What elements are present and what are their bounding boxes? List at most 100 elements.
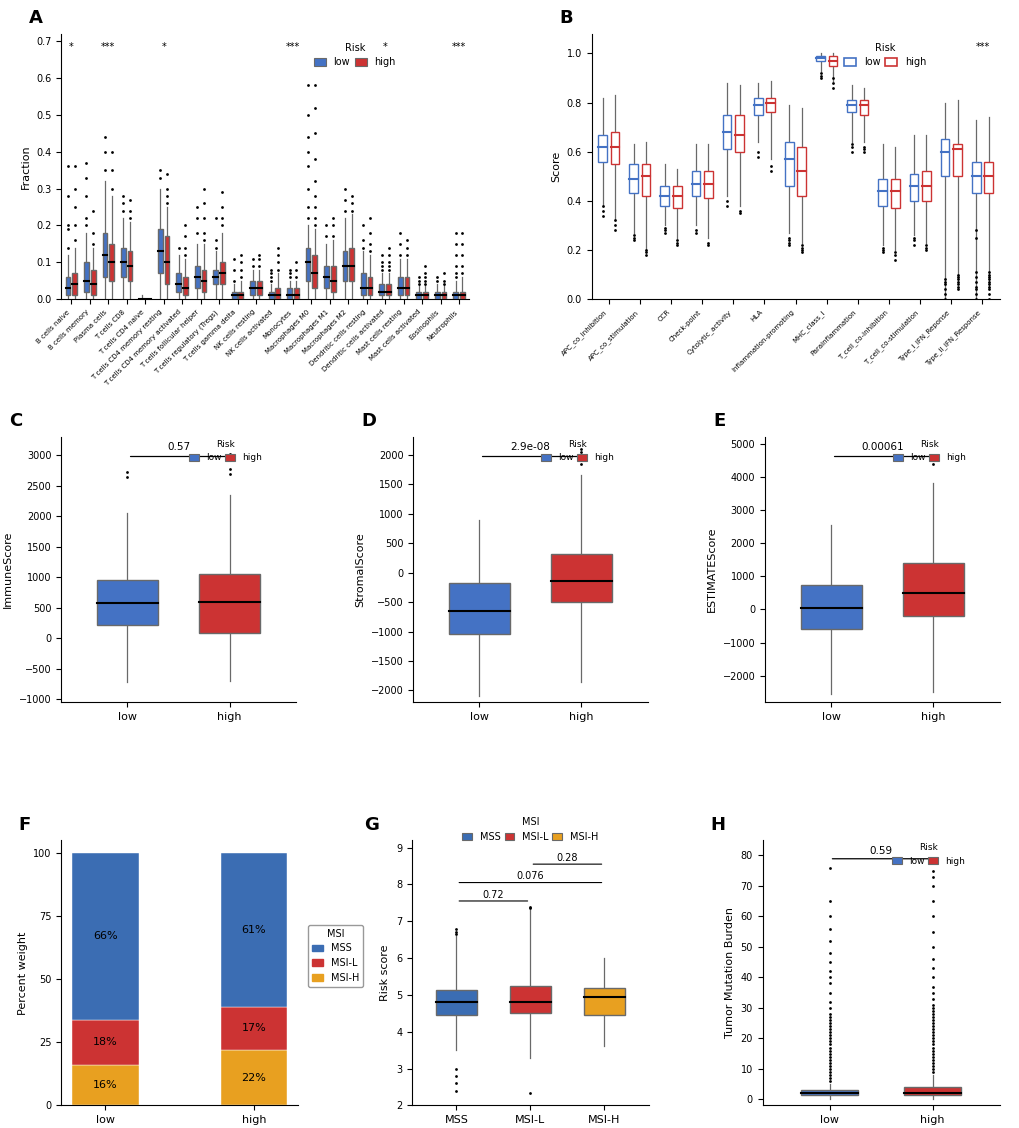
Point	[300, 106, 316, 124]
Point	[749, 148, 765, 166]
Point	[380, 253, 396, 271]
Point	[207, 231, 223, 249]
Point	[380, 261, 396, 279]
Point	[923, 978, 940, 996]
Point	[119, 468, 136, 486]
FancyBboxPatch shape	[176, 273, 181, 292]
Point	[103, 179, 119, 197]
Point	[122, 202, 139, 220]
Point	[115, 187, 131, 205]
Point	[936, 273, 953, 291]
Point	[820, 907, 837, 925]
Point	[152, 168, 168, 186]
Point	[269, 238, 285, 256]
Bar	[220, 1050, 287, 1105]
Legend: low, high: low, high	[310, 38, 399, 71]
Point	[221, 446, 237, 464]
Point	[159, 179, 175, 197]
FancyBboxPatch shape	[722, 115, 731, 149]
Point	[979, 263, 996, 281]
Point	[855, 140, 871, 158]
Point	[843, 138, 859, 156]
Text: 0.00061: 0.00061	[860, 442, 903, 452]
Point	[398, 238, 415, 256]
FancyBboxPatch shape	[847, 100, 855, 113]
FancyBboxPatch shape	[877, 178, 887, 205]
Point	[453, 246, 470, 264]
FancyBboxPatch shape	[257, 281, 262, 296]
Text: D: D	[361, 413, 376, 431]
Point	[373, 253, 389, 271]
Point	[924, 455, 941, 473]
Point	[820, 1066, 837, 1084]
Point	[923, 1026, 940, 1045]
Point	[820, 1057, 837, 1075]
Point	[923, 1057, 940, 1075]
Point	[923, 1017, 940, 1036]
Text: F: F	[18, 816, 31, 834]
Point	[731, 204, 747, 222]
FancyBboxPatch shape	[97, 580, 158, 625]
Point	[447, 223, 464, 241]
Point	[594, 202, 610, 220]
Point	[923, 867, 940, 885]
Point	[923, 1023, 940, 1041]
Point	[281, 264, 298, 282]
Point	[700, 236, 716, 254]
Point	[373, 246, 389, 264]
Point	[447, 257, 464, 275]
FancyBboxPatch shape	[405, 277, 409, 296]
Point	[391, 235, 408, 253]
Point	[281, 268, 298, 287]
Point	[923, 923, 940, 941]
Point	[781, 229, 797, 247]
FancyBboxPatch shape	[641, 164, 650, 196]
Point	[232, 268, 249, 287]
Point	[573, 440, 589, 458]
Point	[307, 51, 323, 69]
Text: ***: ***	[285, 42, 300, 52]
Text: 17%: 17%	[242, 1023, 266, 1033]
FancyBboxPatch shape	[213, 270, 218, 284]
Point	[343, 187, 360, 205]
Point	[122, 209, 139, 227]
FancyBboxPatch shape	[435, 990, 476, 1015]
Point	[811, 67, 827, 85]
Point	[923, 1063, 940, 1081]
Point	[221, 465, 237, 483]
Point	[300, 179, 316, 197]
Point	[967, 285, 983, 303]
Bar	[72, 853, 139, 1020]
FancyBboxPatch shape	[597, 134, 606, 161]
Point	[637, 244, 653, 262]
Point	[453, 235, 470, 253]
Point	[307, 77, 323, 95]
Point	[820, 1005, 837, 1023]
Point	[762, 162, 779, 180]
Point	[78, 153, 95, 171]
FancyBboxPatch shape	[673, 186, 681, 209]
Point	[97, 161, 113, 179]
Point	[718, 196, 735, 214]
Point	[887, 244, 903, 262]
Point	[668, 233, 685, 252]
Point	[967, 290, 983, 308]
Point	[307, 173, 323, 191]
FancyBboxPatch shape	[231, 292, 236, 299]
Point	[923, 1008, 940, 1026]
FancyBboxPatch shape	[195, 266, 200, 288]
FancyBboxPatch shape	[91, 270, 96, 296]
Point	[325, 209, 341, 227]
Point	[820, 993, 837, 1011]
Point	[855, 143, 871, 161]
Point	[606, 217, 623, 235]
Point	[355, 231, 371, 249]
FancyBboxPatch shape	[753, 98, 762, 115]
FancyBboxPatch shape	[550, 554, 611, 602]
Text: A: A	[29, 9, 43, 27]
Point	[923, 1030, 940, 1048]
Point	[189, 223, 205, 241]
Point	[949, 273, 965, 291]
FancyBboxPatch shape	[287, 288, 291, 299]
Y-axis label: Tumor Mutation Burden: Tumor Mutation Burden	[725, 907, 735, 1038]
